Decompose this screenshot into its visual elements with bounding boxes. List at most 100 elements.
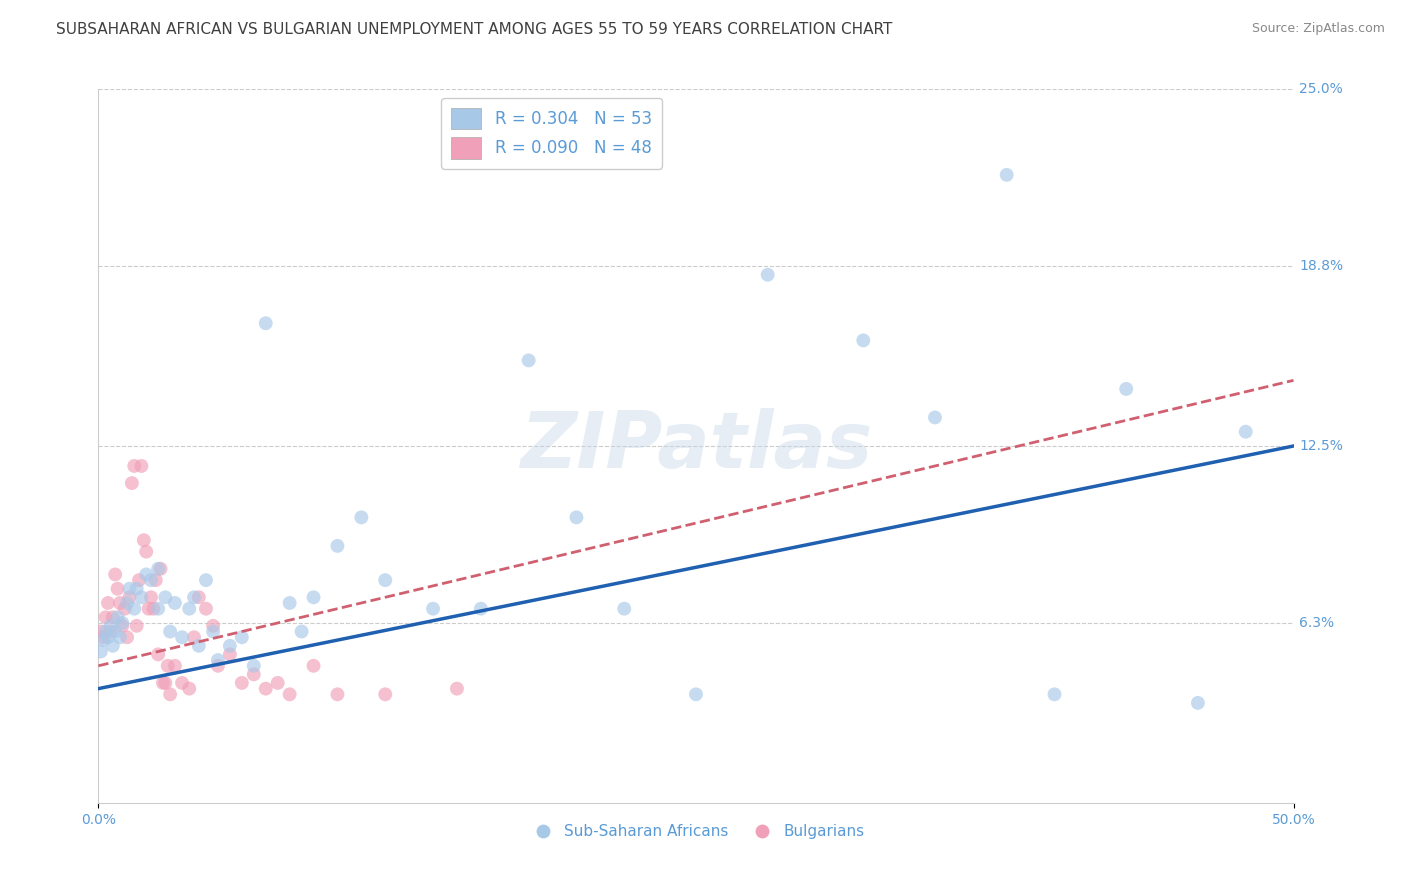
Point <box>243 658 266 673</box>
Point <box>995 168 1018 182</box>
Point <box>139 573 162 587</box>
Point <box>756 268 779 282</box>
Point <box>90 624 112 639</box>
Point <box>267 676 290 690</box>
Point <box>350 510 373 524</box>
Point <box>97 630 120 644</box>
Point <box>202 624 225 639</box>
Point <box>142 601 165 615</box>
Point <box>219 648 242 662</box>
Point <box>183 630 205 644</box>
Point <box>107 610 129 624</box>
Point <box>172 630 194 644</box>
Point <box>125 582 148 596</box>
Point <box>207 653 229 667</box>
Legend: Sub-Saharan Africans, Bulgarians: Sub-Saharan Africans, Bulgarians <box>522 818 870 845</box>
Point <box>163 596 186 610</box>
Point <box>179 681 201 696</box>
Point <box>94 610 117 624</box>
Text: 12.5%: 12.5% <box>1299 439 1343 453</box>
Point <box>115 596 138 610</box>
Point <box>156 658 179 673</box>
Point <box>302 658 325 673</box>
Point <box>187 639 209 653</box>
Point <box>852 334 875 348</box>
Point <box>118 582 141 596</box>
Point <box>302 591 325 605</box>
Point <box>104 567 127 582</box>
Text: 6.3%: 6.3% <box>1299 616 1334 630</box>
Point <box>613 601 636 615</box>
Point <box>470 601 492 615</box>
Point <box>132 533 155 548</box>
Point <box>195 573 218 587</box>
Point <box>231 630 253 644</box>
Point <box>124 458 146 473</box>
Point <box>685 687 707 701</box>
Point <box>1115 382 1137 396</box>
Point <box>101 610 124 624</box>
Point <box>101 639 124 653</box>
Point <box>131 591 153 605</box>
Point <box>187 591 209 605</box>
Point <box>291 624 314 639</box>
Point <box>326 539 349 553</box>
Point <box>202 619 225 633</box>
Point <box>195 601 218 615</box>
Point <box>148 562 170 576</box>
Point <box>163 658 186 673</box>
Point <box>98 624 122 639</box>
Point <box>108 596 131 610</box>
Point <box>148 648 170 662</box>
Point <box>138 601 160 615</box>
Point <box>111 619 134 633</box>
Point <box>924 410 946 425</box>
Text: Source: ZipAtlas.com: Source: ZipAtlas.com <box>1251 22 1385 36</box>
Point <box>121 476 143 491</box>
Point <box>231 676 253 690</box>
Point <box>159 687 181 701</box>
Point <box>97 596 120 610</box>
Point <box>446 681 468 696</box>
Point <box>152 676 174 690</box>
Text: SUBSAHARAN AFRICAN VS BULGARIAN UNEMPLOYMENT AMONG AGES 55 TO 59 YEARS CORRELATI: SUBSAHARAN AFRICAN VS BULGARIAN UNEMPLOY… <box>56 22 893 37</box>
Point <box>98 619 122 633</box>
Point <box>111 615 134 630</box>
Point <box>128 573 150 587</box>
Point <box>219 639 242 653</box>
Point <box>254 316 277 330</box>
Point <box>172 676 194 690</box>
Point <box>104 624 127 639</box>
Point <box>517 353 540 368</box>
Point <box>155 591 177 605</box>
Point <box>118 591 141 605</box>
Point <box>145 573 167 587</box>
Point <box>124 601 146 615</box>
Point <box>139 591 162 605</box>
Point <box>179 601 201 615</box>
Point <box>374 687 396 701</box>
Point <box>565 510 588 524</box>
Point <box>278 596 301 610</box>
Point <box>148 601 170 615</box>
Point <box>108 630 131 644</box>
Point <box>125 619 148 633</box>
Point <box>326 687 349 701</box>
Point <box>1043 687 1066 701</box>
Point <box>1234 425 1257 439</box>
Point <box>94 624 117 639</box>
Point <box>107 582 129 596</box>
Point <box>155 676 177 690</box>
Point <box>207 658 229 673</box>
Point <box>90 644 112 658</box>
Point <box>115 630 138 644</box>
Point <box>374 573 396 587</box>
Point <box>1187 696 1209 710</box>
Point <box>149 562 172 576</box>
Point <box>114 601 136 615</box>
Point <box>135 544 157 558</box>
Point <box>278 687 301 701</box>
Point <box>135 567 157 582</box>
Point <box>131 458 153 473</box>
Text: 18.8%: 18.8% <box>1299 260 1344 273</box>
